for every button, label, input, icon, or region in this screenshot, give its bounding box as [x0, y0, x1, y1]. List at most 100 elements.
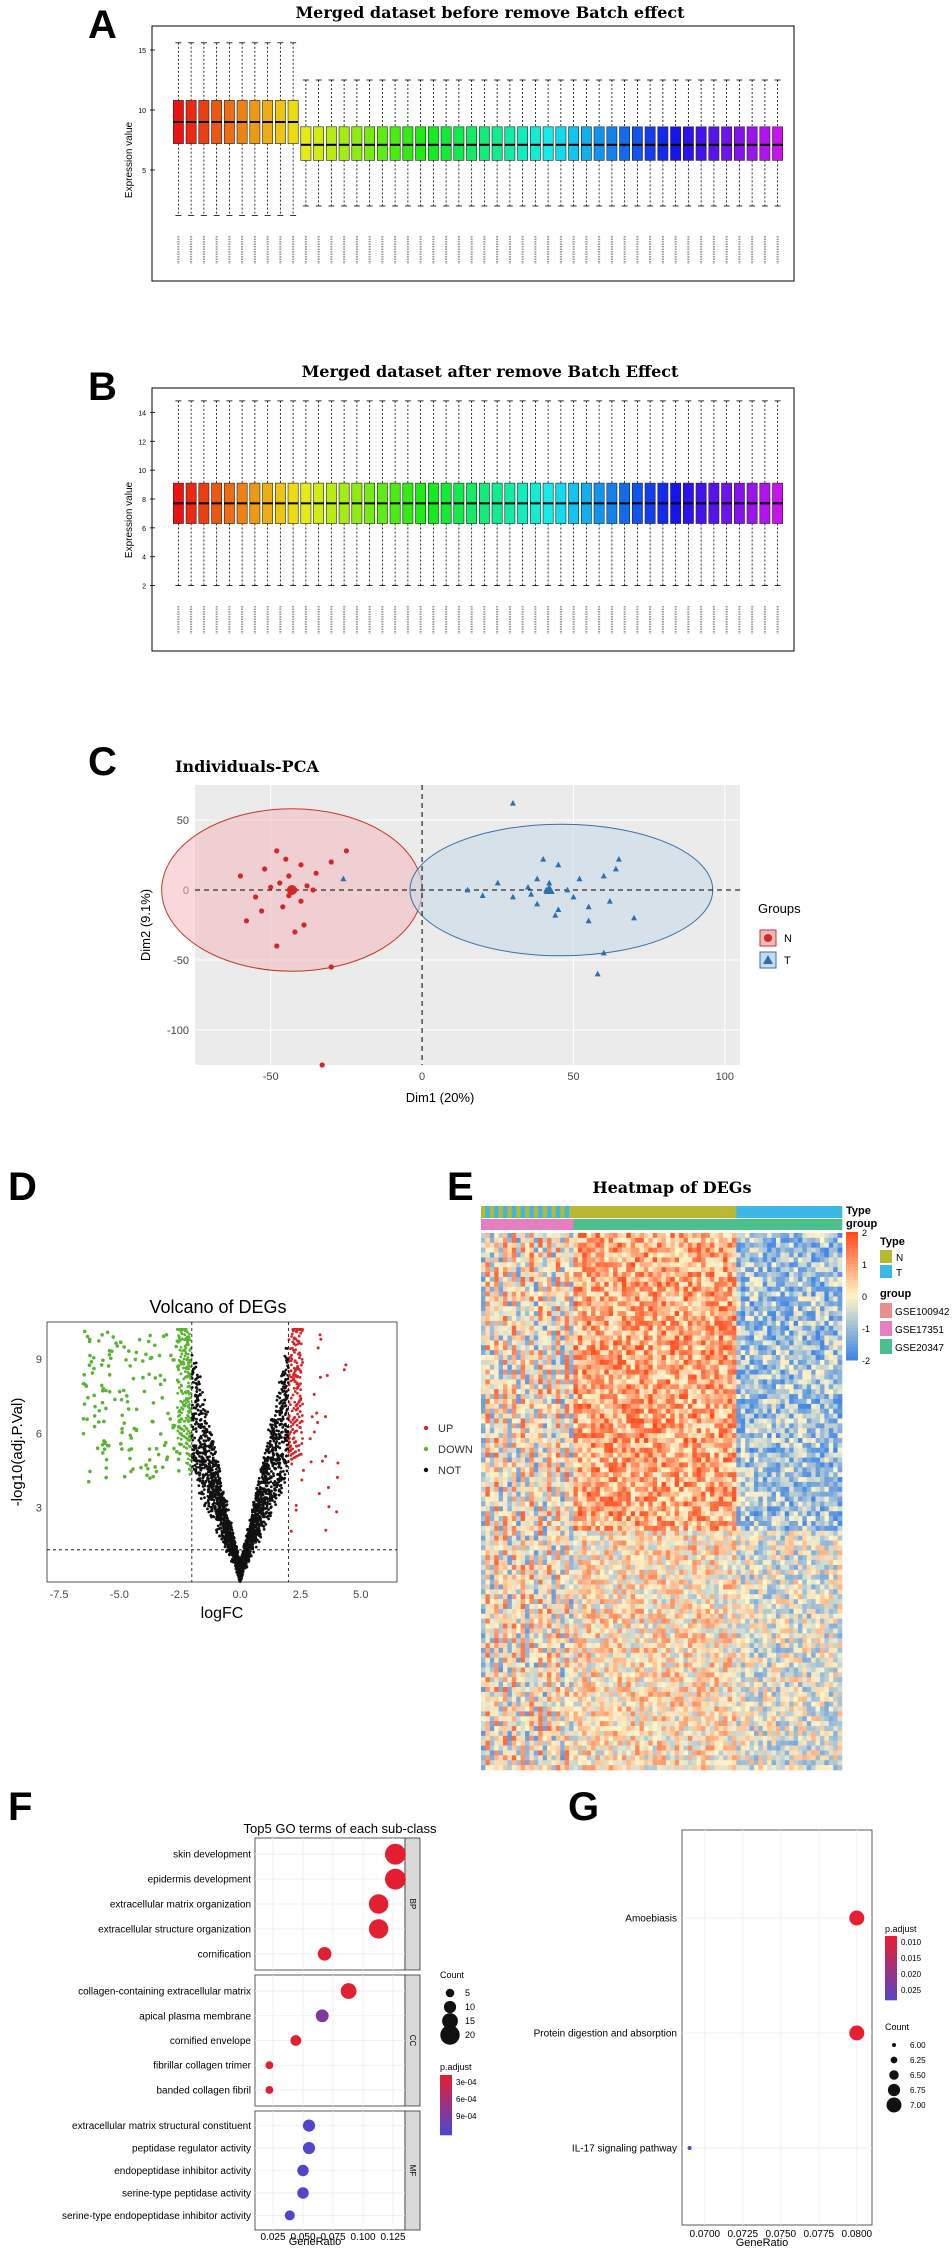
- volcano-point-down: [146, 1339, 151, 1344]
- volcano-point: [194, 1381, 198, 1385]
- volcano-point: [205, 1434, 208, 1438]
- volcano-point: [272, 1429, 276, 1433]
- heat-cell: [621, 1301, 627, 1307]
- heat-cell: [806, 1262, 812, 1268]
- heat-cell: [758, 1301, 764, 1307]
- heat-cell: [731, 1237, 737, 1244]
- heat-cell: [819, 1281, 825, 1287]
- heat-cell: [819, 1296, 825, 1302]
- heat-cell: [740, 1281, 746, 1287]
- heat-cell: [837, 1237, 843, 1244]
- heat-cell: [802, 1291, 808, 1297]
- volcano-point-down: [168, 1417, 173, 1421]
- anno-group-cell: [494, 1219, 499, 1230]
- volcano-point-down: [134, 1407, 139, 1412]
- heat-cell: [630, 1242, 636, 1248]
- heat-cell: [551, 1247, 557, 1253]
- heat-cell: [643, 1286, 649, 1292]
- volcano-point: [242, 1561, 245, 1564]
- volcano-point: [290, 1357, 294, 1361]
- heat-cell: [736, 1272, 742, 1278]
- heat-cell: [674, 1242, 680, 1248]
- volcano-point: [181, 1434, 185, 1438]
- volcano-point: [183, 1349, 187, 1353]
- anno-group-cell: [586, 1219, 592, 1230]
- heat-cell: [696, 1257, 702, 1263]
- anno-group-cell: [621, 1219, 627, 1230]
- heat-cell: [507, 1281, 513, 1287]
- volcano-point-down: [185, 1338, 190, 1343]
- heat-cell: [516, 1301, 521, 1307]
- heat-cell: [551, 1276, 557, 1283]
- heat-cell: [542, 1262, 548, 1268]
- volcano-point-down: [158, 1373, 163, 1378]
- volcano-point: [187, 1372, 191, 1376]
- heat-cell: [569, 1296, 574, 1302]
- heat-cell: [577, 1301, 583, 1307]
- volcano-point-down: [101, 1388, 105, 1393]
- heat-cell: [806, 1257, 812, 1263]
- point-T: [479, 892, 486, 898]
- heat-cell: [692, 1267, 698, 1273]
- heat-cell: [481, 1272, 486, 1278]
- heat-cell: [560, 1267, 565, 1273]
- point-T: [534, 875, 541, 882]
- volcano-point: [203, 1496, 206, 1500]
- heat-cell: [494, 1257, 499, 1263]
- heat-cell: [802, 1286, 808, 1292]
- box: [453, 126, 465, 161]
- heat-cell: [494, 1242, 499, 1248]
- volcano-point: [273, 1422, 277, 1426]
- anno-group-cell: [489, 1219, 495, 1230]
- heat-cell: [819, 1233, 825, 1239]
- volcano-point: [298, 1394, 302, 1398]
- heat-cell: [489, 1301, 495, 1307]
- volcano-point: [296, 1342, 300, 1346]
- volcano-point: [257, 1508, 261, 1512]
- heat-cell: [753, 1291, 759, 1297]
- heat-cell: [507, 1276, 513, 1283]
- heat-cell: [837, 1276, 843, 1283]
- heat-cell: [617, 1233, 623, 1239]
- heat-cell: [705, 1233, 711, 1239]
- anno-type-cell: [767, 1206, 772, 1218]
- anno-type-cell: [626, 1206, 631, 1218]
- volcano-point: [240, 1572, 244, 1576]
- heat-cell: [551, 1237, 557, 1244]
- heat-cell: [670, 1296, 676, 1302]
- volcano-point: [197, 1491, 201, 1495]
- heat-cell: [560, 1247, 565, 1253]
- anno-type-cell: [547, 1206, 552, 1218]
- volcano-point: [284, 1454, 288, 1458]
- heat-cell: [511, 1247, 517, 1253]
- heat-cell: [635, 1262, 640, 1268]
- heat-cell: [516, 1286, 521, 1292]
- heat-cell: [749, 1257, 755, 1263]
- anno-type-cell: [833, 1206, 838, 1218]
- volcano-point-down: [92, 1366, 96, 1371]
- heat-cell: [806, 1237, 812, 1244]
- volcano-point-down: [174, 1449, 179, 1454]
- heat-cell: [481, 1247, 486, 1253]
- volcano-point: [204, 1439, 208, 1443]
- heat-cell: [674, 1281, 680, 1287]
- heat-cell: [815, 1237, 821, 1244]
- volcano-point: [290, 1346, 294, 1350]
- heat-cell: [635, 1296, 640, 1302]
- heat-cell: [652, 1276, 658, 1283]
- volcano-point-down: [161, 1334, 166, 1339]
- volcano-point-down: [92, 1424, 97, 1429]
- volcano-point: [193, 1436, 196, 1440]
- heat-cell: [547, 1281, 552, 1287]
- heat-cell: [542, 1296, 548, 1302]
- heat-cell: [498, 1247, 504, 1253]
- heat-cell: [586, 1286, 592, 1292]
- point-T: [600, 949, 607, 956]
- volcano-point: [207, 1510, 211, 1514]
- anno-group-cell: [833, 1219, 838, 1230]
- heat-cell: [709, 1276, 715, 1283]
- heat-cell: [564, 1262, 570, 1268]
- heat-cell: [780, 1272, 786, 1278]
- volcano-point: [215, 1528, 219, 1531]
- anno-type-cell: [648, 1206, 653, 1218]
